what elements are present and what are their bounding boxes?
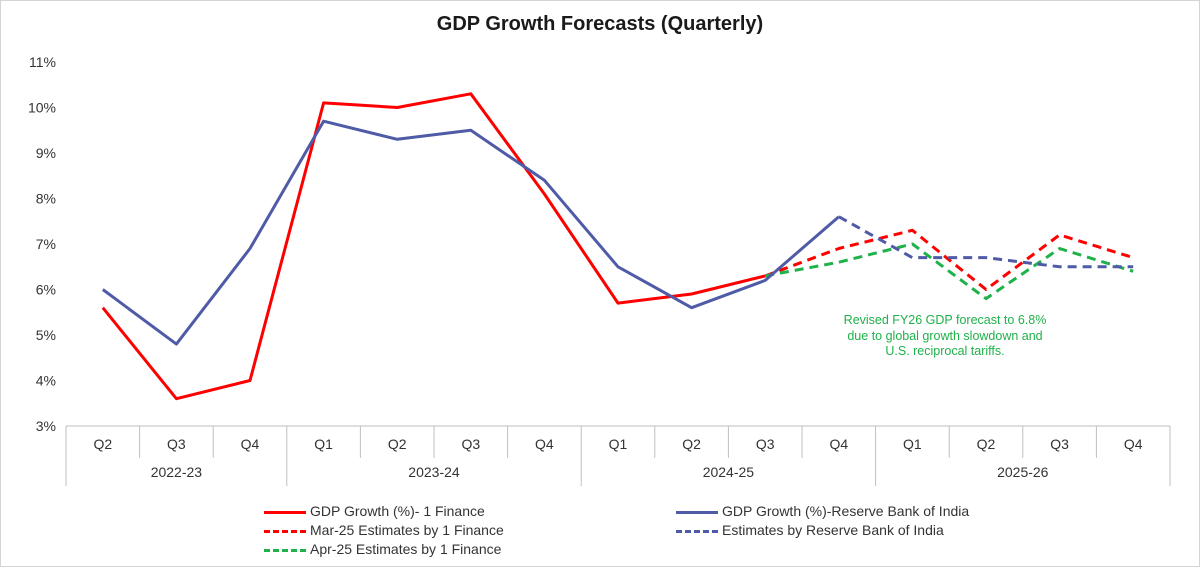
y-tick-label: 6%	[36, 282, 56, 298]
badge-text: FY26: 6.7%	[1086, 288, 1160, 305]
y-tick-label: 9%	[36, 145, 56, 161]
x-tick-label: Q4	[535, 436, 554, 452]
annotation-line: due to global growth slowdown and	[847, 328, 1043, 343]
x-group-label: 2023-24	[408, 464, 460, 480]
fy26-badge-1-finance: FY26: 7.1%	[1070, 180, 1200, 213]
x-tick-label: Q1	[314, 436, 333, 452]
y-tick-label: 8%	[36, 191, 56, 207]
x-group-label: 2025-26	[997, 464, 1049, 480]
x-tick-label: Q2	[93, 436, 112, 452]
x-group-label: 2024-25	[703, 464, 755, 480]
chart-title: GDP Growth Forecasts (Quarterly)	[436, 13, 764, 35]
y-tick-label: 5%	[36, 327, 56, 343]
x-tick-label: Q3	[167, 436, 186, 452]
legend-swatch	[264, 530, 306, 533]
annotation-line: U.S. reciprocal tariffs.	[885, 344, 1005, 358]
series-line	[101, 92, 766, 401]
legend-label: GDP Growth (%)-Reserve Bank of India	[722, 503, 970, 519]
x-tick-label: Q1	[609, 436, 628, 452]
x-tick-label: Q4	[829, 436, 848, 452]
x-tick-label: Q2	[977, 436, 996, 452]
y-tick-label: 4%	[36, 373, 56, 389]
x-tick-label: Q1	[903, 436, 922, 452]
series-line	[101, 119, 840, 346]
legend-label: GDP Growth (%)- 1 Finance	[310, 503, 485, 519]
y-tick-label: 10%	[28, 100, 56, 116]
x-tick-label: Q3	[461, 436, 480, 452]
legend-label: Mar-25 Estimates by 1 Finance	[310, 522, 504, 538]
legend-swatch	[264, 511, 306, 514]
series-line	[764, 242, 1134, 301]
x-tick-label: Q4	[241, 436, 260, 452]
x-tick-label: Q4	[1124, 436, 1143, 452]
series-line	[764, 228, 1134, 291]
fy26-badge-rbi: FY26: 6.7%	[1076, 280, 1200, 313]
x-tick-label: Q2	[682, 436, 701, 452]
y-tick-label: 11%	[29, 54, 56, 70]
legend-label: Apr-25 Estimates by 1 Finance	[310, 541, 502, 557]
annotation-line: Revised FY26 GDP forecast to 6.8%	[843, 313, 1047, 327]
x-tick-label: Q3	[756, 436, 775, 452]
x-tick-label: Q2	[388, 436, 407, 452]
legend-swatch	[676, 530, 718, 533]
x-group-label: 2022-23	[151, 464, 203, 480]
forecast-annotation: Revised FY26 GDP forecast to 6.8% due to…	[800, 313, 1090, 360]
badge-text: FY26: 7.1%	[1080, 188, 1154, 205]
series-line	[838, 215, 1134, 269]
legend-swatch	[264, 549, 306, 552]
x-tick-label: Q3	[1050, 436, 1069, 452]
y-tick-label: 7%	[36, 236, 56, 252]
legend-swatch	[676, 511, 718, 514]
legend-label: Estimates by Reserve Bank of India	[722, 522, 944, 538]
y-tick-label: 3%	[36, 418, 56, 434]
